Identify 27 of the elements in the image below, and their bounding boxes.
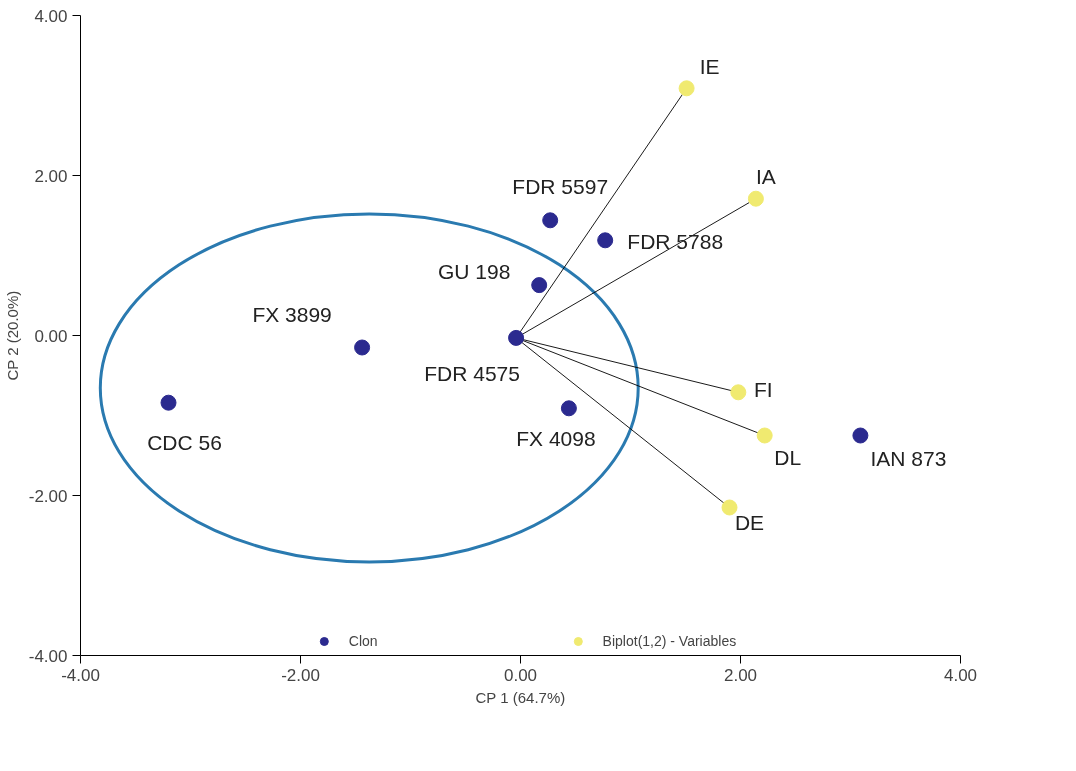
x-tick-label: -2.00 (281, 665, 320, 685)
annotation: FDR 5597 (512, 174, 609, 198)
y-axis-title: CP 2 (20.0%) (3, 290, 21, 381)
y-tick-label: -4.00 (28, 646, 68, 666)
annotation: DE (734, 511, 765, 534)
annotation: IE (699, 54, 720, 78)
y-tick-label: 4.00 (34, 6, 68, 26)
x-tick-label: 2.00 (723, 665, 758, 685)
annotation: FX 4098 (516, 426, 596, 450)
x-tick-label: 4.00 (943, 665, 978, 685)
y-tick-label: 0.00 (34, 326, 68, 346)
annotation: IAN 873 (870, 447, 947, 470)
x-axis-title: CP 1 (64.7%) (475, 688, 566, 706)
annotation: FI (753, 377, 773, 401)
legend-label: Biplot(1,2) - Variables (602, 633, 737, 649)
annotation: GU 198 (438, 259, 511, 283)
annotation: CDC 56 (147, 431, 222, 455)
y-tick-label: 2.00 (34, 166, 68, 186)
x-tick-label: -4.00 (61, 665, 100, 685)
annotation: IA (755, 165, 776, 189)
annotation: FDR 5788 (627, 229, 724, 253)
legend-label: Clon (348, 633, 378, 649)
x-tick-label: 0.00 (503, 665, 538, 685)
annotation: FX 3899 (252, 303, 332, 326)
annotation: FDR 4575 (424, 362, 520, 386)
y-tick-label: -2.00 (28, 486, 68, 506)
annotation: DL (774, 446, 802, 469)
